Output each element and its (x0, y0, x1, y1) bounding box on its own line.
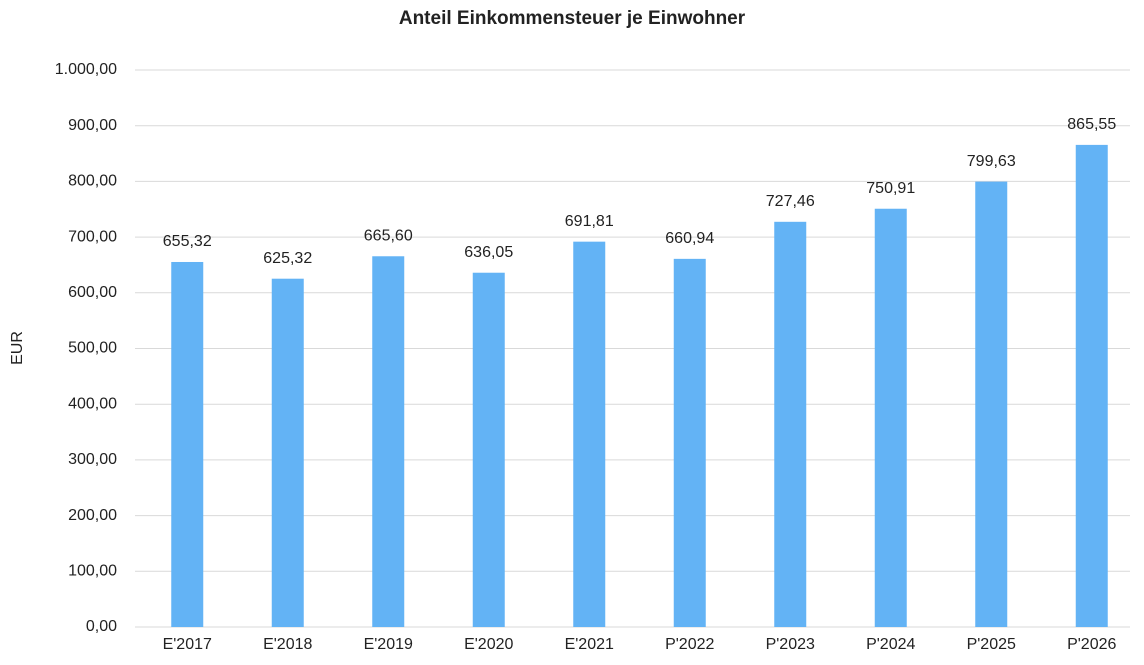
y-tick-label: 100,00 (68, 563, 117, 580)
value-label: 625,32 (263, 250, 312, 267)
bar (573, 241, 606, 627)
value-label: 660,94 (665, 230, 714, 247)
x-tick-label: P'2023 (766, 636, 815, 653)
y-tick-label: 800,00 (68, 173, 117, 190)
bar (271, 278, 304, 627)
y-tick-label: 400,00 (68, 395, 117, 412)
x-tick-label: P'2022 (665, 636, 714, 653)
bar (774, 221, 807, 627)
y-tick-label: 0,00 (86, 618, 117, 635)
x-tick-label: E'2021 (565, 636, 614, 653)
y-tick-label: 600,00 (68, 284, 117, 301)
value-label: 799,63 (967, 153, 1016, 170)
y-tick-label: 300,00 (68, 451, 117, 468)
y-tick-label: 1.000,00 (55, 61, 117, 78)
value-label: 655,32 (163, 233, 212, 250)
y-tick-label: 700,00 (68, 228, 117, 245)
bar (975, 181, 1008, 628)
bar (372, 256, 405, 627)
x-tick-label: P'2025 (967, 636, 1016, 653)
x-tick-label: E'2020 (464, 636, 513, 653)
value-label: 865,55 (1067, 116, 1116, 133)
x-tick-label: E'2017 (163, 636, 212, 653)
x-tick-label: E'2018 (263, 636, 312, 653)
value-label: 665,60 (364, 227, 413, 244)
value-label: 750,91 (866, 180, 915, 197)
value-label: 636,05 (464, 244, 513, 261)
value-label: 727,46 (766, 193, 815, 210)
y-axis-label: EUR (9, 331, 26, 365)
bar (874, 208, 907, 627)
y-tick-label: 500,00 (68, 340, 117, 357)
bar (171, 261, 204, 627)
value-label: 691,81 (565, 213, 614, 230)
y-tick-label: 200,00 (68, 507, 117, 524)
bar (1075, 144, 1108, 627)
chart-title: Anteil Einkommensteuer je Einwohner (399, 8, 746, 29)
x-tick-label: E'2019 (364, 636, 413, 653)
bar (472, 272, 505, 627)
x-tick-label: P'2024 (866, 636, 915, 653)
y-tick-label: 900,00 (68, 117, 117, 134)
x-tick-label: P'2026 (1067, 636, 1116, 653)
bar (673, 258, 706, 627)
